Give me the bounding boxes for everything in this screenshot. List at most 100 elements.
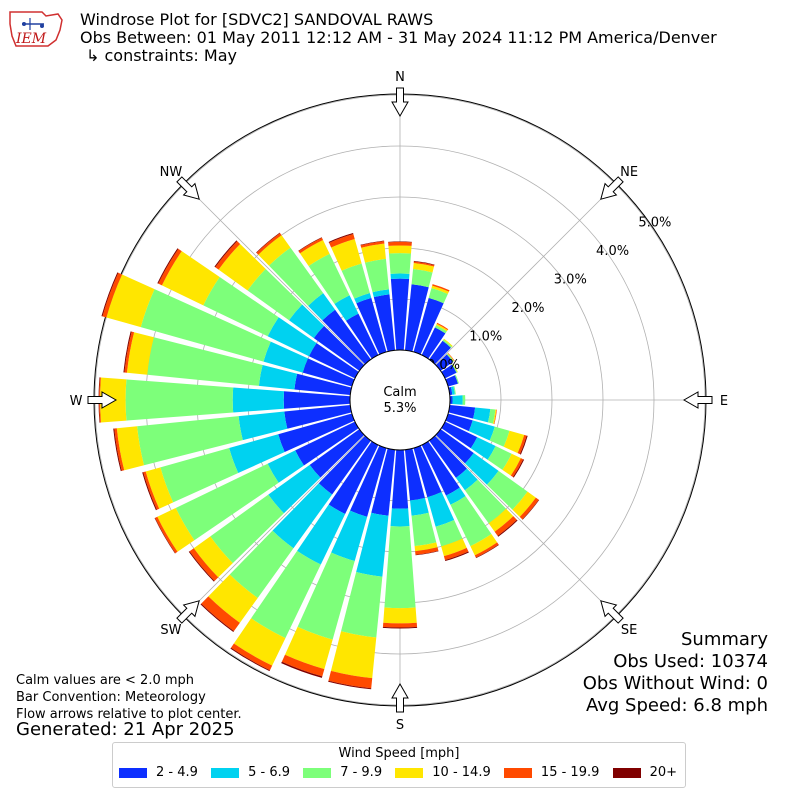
flow-arrow-shape (391, 87, 409, 118)
bar-sector-280-bin-5 (123, 331, 132, 373)
bar-sector-20-bin-2 (428, 288, 448, 304)
flow-arrow-ne (600, 176, 624, 200)
bar-sector-170-bin-1 (410, 497, 429, 516)
wind-bars (98, 232, 540, 690)
bar-sector-230-bin-2 (210, 494, 284, 564)
bar-sector-310-bin-5 (214, 240, 238, 268)
bar-sector-180-bin-1 (390, 508, 410, 527)
bar-sector-120-bin-0 (441, 421, 478, 449)
legend-item-3: 10 - 14.9 (395, 765, 491, 780)
grid-spoke-3 (435, 435, 617, 617)
compass-label-n: N (395, 70, 405, 85)
bar-sector-120-bin-1 (470, 437, 496, 460)
bar-sector-350-bin-5 (360, 240, 385, 246)
bar-sector-20-bin-4 (432, 284, 450, 292)
bar-sector-280-bin-3 (126, 332, 154, 375)
bar-sector-150-bin-2 (450, 496, 492, 547)
bar-sector-10-bin-4 (413, 261, 435, 267)
legend-item-1: 5 - 6.9 (211, 765, 290, 780)
bar-sector-200-bin-1 (331, 510, 368, 562)
bar-sector-210-bin-5 (230, 647, 270, 672)
grid-spoke-7 (183, 183, 365, 365)
bar-sector-30-bin-0 (421, 327, 446, 359)
bar-sector-240-bin-3 (157, 507, 195, 552)
radial-tick-label-2: 2.0% (511, 301, 544, 316)
bar-sector-240-bin-5 (154, 517, 176, 554)
calm-circle (349, 349, 451, 451)
calm-label: Calm (383, 385, 416, 400)
bar-sector-190-bin-0 (371, 448, 396, 516)
bar-sector-120-bin-4 (510, 458, 524, 478)
flow-arrow-shape (176, 176, 200, 200)
flow-arrow-e (682, 391, 713, 409)
radial-tick-labels: 0.0%1.0%2.0%3.0%4.0%5.0% (427, 215, 671, 373)
bar-sector-130-bin-2 (486, 470, 528, 510)
avg-speed: Avg Speed: 6.8 mph (586, 695, 768, 716)
bar-sector-330-bin-1 (334, 295, 359, 321)
flow-arrow-nw (176, 176, 200, 200)
bar-sector-130-bin-3 (512, 491, 536, 517)
bar-sector-290-bin-2 (140, 289, 271, 362)
bar-sector-170-bin-0 (404, 448, 425, 501)
legend-label: 15 - 19.9 (540, 765, 600, 780)
legend-label: 5 - 6.9 (248, 765, 290, 780)
bar-sector-240-bin-4 (155, 516, 178, 554)
legend-swatch (395, 767, 424, 778)
bar-sector-0-bin-4 (388, 241, 412, 246)
calm-percent: 5.3% (383, 401, 416, 416)
flow-arrow-n (391, 87, 409, 118)
bar-sector-40-bin-0 (429, 340, 451, 365)
bar-sector-320-bin-3 (258, 235, 291, 266)
bar-sector-160-bin-5 (444, 551, 469, 562)
bar-sector-320-bin-5 (256, 232, 281, 253)
bar-sector-340-bin-0 (356, 297, 387, 355)
bar-sector-310-bin-2 (247, 268, 303, 321)
bar-sector-320-bin-4 (256, 233, 282, 255)
bar-sector-180-bin-2 (384, 526, 416, 609)
bar-sector-60-bin-0 (441, 364, 457, 379)
bar-sector-170-bin-2 (411, 512, 437, 547)
bar-sector-110-bin-2 (489, 426, 510, 447)
legend-label: 10 - 14.9 (432, 765, 491, 780)
bar-sector-60-bin-2 (451, 364, 458, 373)
bar-sector-100-bin-3 (492, 409, 497, 424)
bar-sector-140-bin-2 (464, 479, 507, 524)
legend-item-5: 20+ (612, 765, 677, 780)
bar-sector-290-bin-4 (102, 272, 123, 318)
arrow-note: Flow arrows relative to plot center. (16, 707, 242, 722)
bar-sector-220-bin-0 (318, 435, 371, 495)
bar-sector-220-bin-4 (201, 596, 240, 632)
bar-sector-150-bin-3 (470, 533, 498, 556)
bar-sector-290-bin-1 (263, 341, 308, 373)
obs-without-wind: Obs Without Wind: 0 (582, 673, 768, 694)
bar-sector-70-bin-2 (454, 374, 459, 384)
legend-items: 2 - 4.9 5 - 6.9 7 - 9.9 10 - 14.9 15 - 19.9 2… (113, 761, 685, 780)
bar-sector-330-bin-2 (308, 253, 350, 304)
bar-sector-160-bin-1 (427, 492, 455, 527)
chart-title: Windrose Plot for [SDVC2] SANDOVAL RAWS (80, 10, 434, 29)
bar-sector-160-bin-0 (413, 445, 442, 498)
legend-label: 7 - 9.9 (340, 765, 383, 780)
bar-sector-350-bin-1 (372, 289, 390, 298)
bar-sector-310-bin-4 (215, 241, 241, 270)
compass-label-s: S (396, 718, 404, 733)
bar-sector-260-bin-5 (113, 428, 122, 472)
bar-sector-130-bin-1 (464, 452, 499, 485)
bar-sector-240-bin-1 (267, 450, 304, 483)
bar-sector-170-bin-5 (415, 550, 439, 556)
bar-sector-110-bin-1 (468, 420, 495, 441)
bar-sector-90-bin-2 (462, 395, 466, 405)
bar-sector-110-bin-5 (519, 435, 528, 455)
bar-sector-260-bin-4 (114, 428, 125, 471)
bar-sector-350-bin-0 (373, 294, 396, 352)
bar-sector-130-bin-4 (519, 497, 539, 520)
flow-arrow-shape (176, 600, 200, 624)
bar-sector-170-bin-4 (415, 547, 439, 555)
legend-swatch (612, 767, 641, 778)
bar-sector-310-bin-1 (288, 304, 325, 339)
bar-sector-260-bin-1 (238, 411, 288, 441)
bar-sector-230-bin-3 (193, 536, 233, 578)
bar-sector-210-bin-4 (230, 643, 273, 671)
bar-sector-210-bin-0 (328, 441, 379, 514)
